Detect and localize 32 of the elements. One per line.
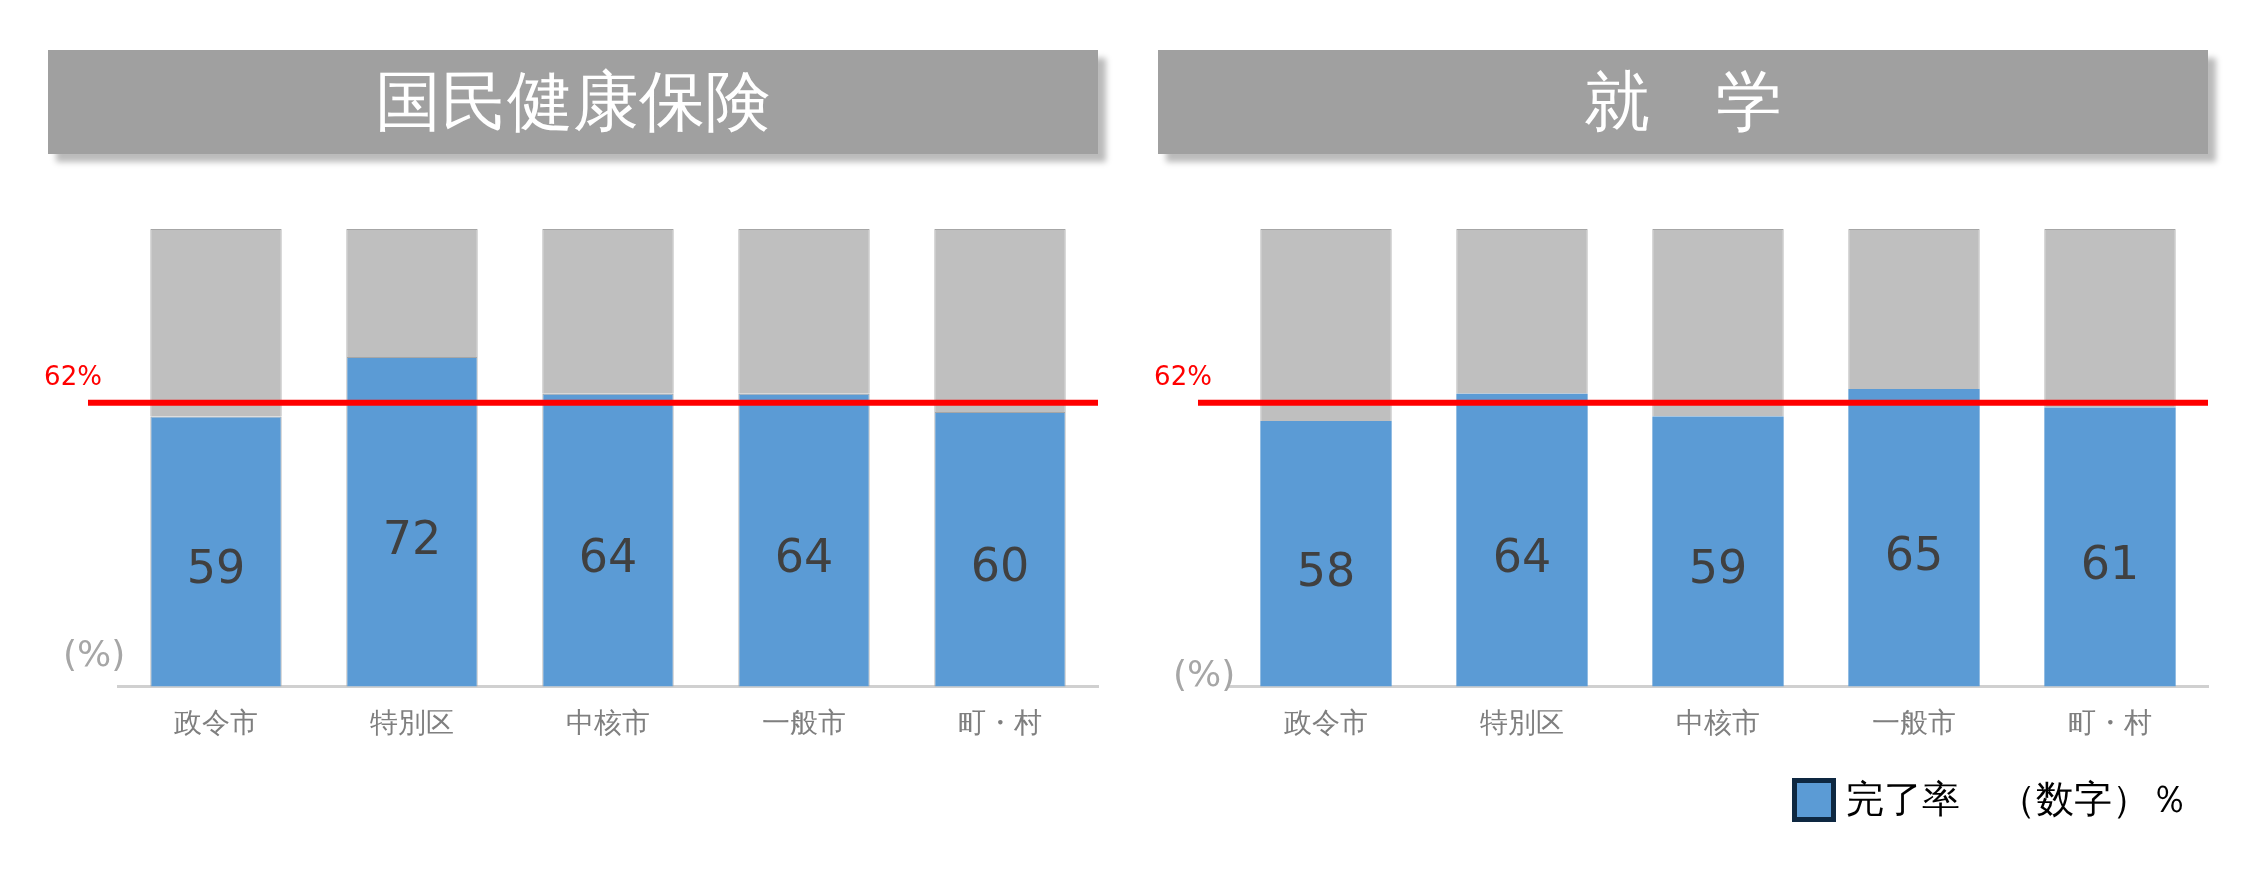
data-label: 60	[970, 538, 1030, 593]
data-label: 61	[2080, 535, 2140, 590]
bar	[2044, 407, 2176, 687]
x-tick-label: 政令市	[174, 706, 258, 740]
y-axis-title: (%)	[63, 632, 126, 674]
x-tick-label: 町・村	[2068, 706, 2152, 740]
x-tick-label: 特別区	[370, 706, 454, 740]
x-tick-label: 一般市	[762, 706, 846, 740]
chart-title: 国民健康保険	[48, 50, 1098, 154]
data-label: 64	[774, 528, 834, 583]
data-label: 72	[382, 510, 442, 565]
data-label: 64	[1492, 528, 1552, 583]
chart-title: 就 学	[1158, 50, 2208, 154]
x-tick-label: 政令市	[1284, 706, 1368, 740]
y-axis-title: (%)	[1173, 652, 1236, 694]
bar	[1848, 389, 1980, 687]
data-label: 64	[578, 528, 638, 583]
data-label: 59	[186, 540, 246, 595]
text: 完了率 （数字）％	[1846, 776, 2188, 823]
data-label: 58	[1296, 542, 1356, 597]
x-tick-label: 町・村	[958, 706, 1042, 740]
ref-line-label: 62%	[1154, 360, 1212, 391]
ref-line-label: 62%	[44, 360, 102, 391]
bar	[1652, 416, 1784, 687]
x-tick-label: 一般市	[1872, 706, 1956, 740]
bar	[1456, 393, 1588, 687]
x-tick-label: 中核市	[1676, 706, 1760, 740]
data-label: 59	[1688, 540, 1748, 595]
x-tick-label: 中核市	[566, 706, 650, 740]
bar	[1260, 421, 1392, 687]
data-label: 65	[1884, 526, 1944, 581]
x-tick-label: 特別区	[1480, 706, 1564, 740]
